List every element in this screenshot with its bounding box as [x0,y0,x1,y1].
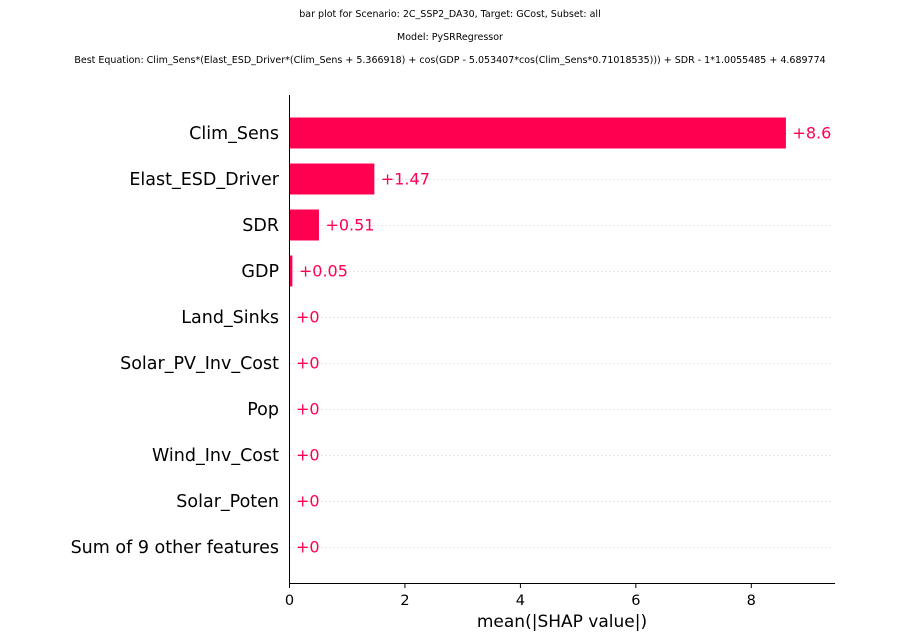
value-label: +0.05 [299,262,348,281]
category-label: Clim_Sens [189,124,279,144]
chart-title-line-3: Best Equation: Clim_Sens*(Elast_ESD_Driv… [74,55,826,66]
value-label: +1.47 [381,170,430,189]
grid-layer [289,133,832,548]
x-tick-label: 0 [285,593,294,609]
category-label: Solar_PV_Inv_Cost [120,354,279,374]
bar-layer [289,117,786,287]
value-label: +0 [296,308,320,327]
chart-title-line-1: bar plot for Scenario: 2C_SSP2_DA30, Tar… [299,9,601,20]
value-label: +0.51 [325,216,374,235]
x-tick-label: 4 [516,593,525,609]
chart-title-line-2: Model: PySRRegressor [397,32,503,43]
value-label: +0 [296,538,320,557]
category-label: Sum of 9 other features [71,538,279,558]
value-label: +0 [296,400,320,419]
axis-layer: 0 2 4 6 8 [285,95,835,609]
category-label: Land_Sinks [181,308,279,328]
x-tick-label: 8 [747,593,756,609]
category-label: Solar_Poten [176,492,279,512]
category-label: Pop [247,400,279,420]
bar-gdp [289,255,293,287]
label-layer: Clim_Sens +8.6 Elast_ESD_Driver +1.47 SDR +0.… [71,124,832,559]
x-tick-label: 2 [400,593,409,609]
value-label: +0 [296,446,320,465]
value-label: +8.6 [792,124,831,143]
x-tick-label: 6 [631,593,640,609]
category-label: GDP [241,262,279,282]
x-axis-label: mean(|SHAP value|) [477,612,647,632]
bar-elast-esd-driver [289,163,375,195]
value-label: +0 [296,492,320,511]
category-label: Wind_Inv_Cost [152,446,279,466]
value-label: +0 [296,354,320,373]
category-label: Elast_ESD_Driver [129,170,279,190]
bar-clim-sens [289,117,786,149]
bar-sdr [289,209,319,241]
category-label: SDR [242,216,279,236]
